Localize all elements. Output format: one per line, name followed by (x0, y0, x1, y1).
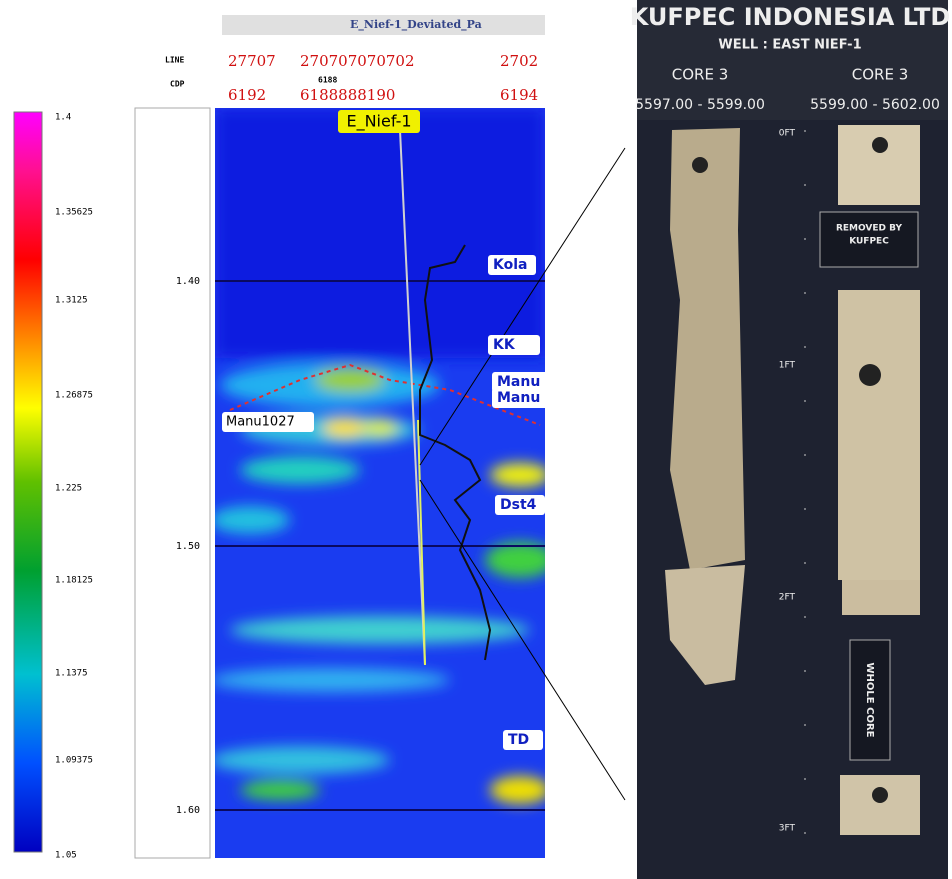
horizon-label: Manu (497, 374, 540, 390)
photo-text: REMOVED BY (836, 224, 903, 234)
connector (419, 479, 626, 801)
horizon-label: Dst4 (500, 497, 537, 513)
scale-label: 0FT (779, 129, 796, 139)
colorbar-tick-label: 1.225 (55, 484, 82, 494)
section-title: E_Nief-1_Deviated_Pa (350, 18, 482, 32)
label-box (492, 388, 552, 408)
seismic-section (215, 108, 545, 858)
well-name: E_Nief-1 (346, 112, 411, 132)
cdp-number: 6188 (318, 76, 337, 85)
horizon-label: Manu (497, 390, 540, 406)
scale-label: 3FT (779, 824, 796, 834)
line-number: 2702 (500, 52, 538, 70)
time-tick-label: 1.60 (176, 805, 200, 816)
scale-label: 2FT (779, 593, 796, 603)
colorbar-tick-label: 1.05 (55, 851, 77, 861)
time-tick-label: 1.50 (176, 541, 200, 552)
time-tick-label: 1.40 (176, 276, 200, 287)
horizon-label: Kola (493, 257, 527, 273)
cdp-number: 6188888190 (300, 86, 395, 104)
colorbar-tick-label: 1.3125 (55, 296, 88, 306)
colorbar (13, 111, 43, 853)
horizon-label: Manu1027 (226, 415, 295, 430)
cdp-number: 6194 (500, 86, 538, 104)
photo-text: CORE 3 (852, 66, 909, 84)
colorbar-tick-label: 1.09375 (55, 756, 93, 766)
label-box (495, 495, 545, 515)
photo-text: WELL : EAST NIEF-1 (718, 38, 861, 53)
horizon-label: TD (508, 732, 529, 748)
label-box (503, 730, 543, 750)
photo-text: 5599.00 - 5602.00 (810, 97, 940, 113)
label-box (488, 255, 536, 275)
colorbar-tick-label: 1.18125 (55, 576, 93, 586)
connector (419, 147, 626, 466)
core-photo (637, 0, 948, 879)
photo-text: CORE 3 (672, 66, 729, 84)
row-label: CDP (170, 80, 185, 89)
colorbar-tick-label: 1.26875 (55, 391, 93, 401)
header-bar (222, 15, 545, 35)
photo-text: KUFPEC (849, 237, 889, 247)
cdp-number: 6192 (228, 86, 266, 104)
label-box (492, 372, 552, 392)
colorbar-tick-label: 1.1375 (55, 669, 88, 679)
photo-text: 5597.00 - 5599.00 (635, 97, 765, 113)
colorbar-tick-label: 1.4 (55, 113, 71, 123)
scale-label: 1FT (779, 361, 796, 371)
photo-text: KUFPEC INDONESIA LTD (630, 3, 951, 31)
label-box (338, 110, 420, 133)
label-box (488, 335, 540, 355)
line-number: 270707070702 (300, 52, 415, 70)
line-number: 27707 (228, 52, 276, 70)
photo-text: WHOLE CORE (864, 663, 875, 738)
row-label: LINE (165, 56, 184, 65)
horizon-label: KK (493, 337, 516, 353)
time-axis-panel (134, 107, 211, 859)
label-box (222, 412, 314, 432)
colorbar-tick-label: 1.35625 (55, 208, 93, 218)
